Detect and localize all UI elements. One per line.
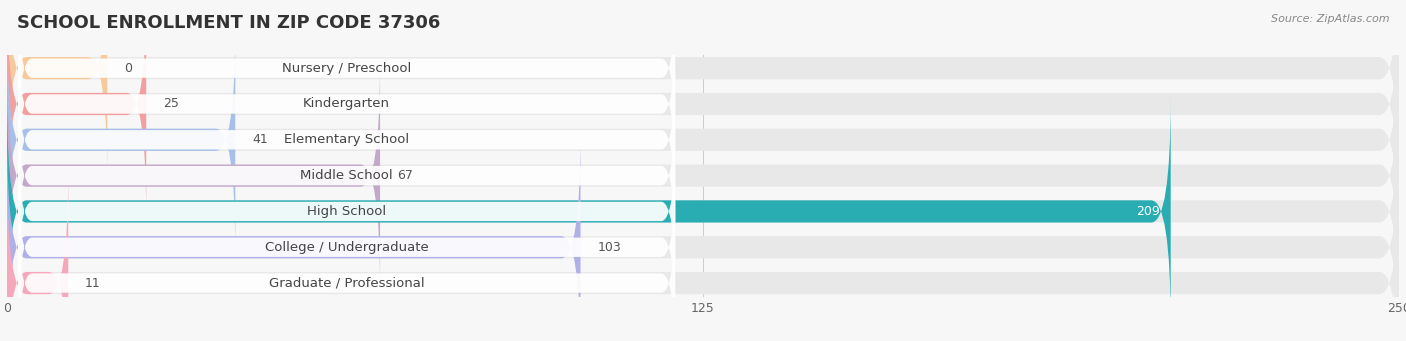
FancyBboxPatch shape xyxy=(7,0,1399,218)
FancyBboxPatch shape xyxy=(18,132,675,291)
Text: Nursery / Preschool: Nursery / Preschool xyxy=(283,62,412,75)
Text: 11: 11 xyxy=(84,277,101,290)
Text: High School: High School xyxy=(307,205,387,218)
FancyBboxPatch shape xyxy=(7,133,1399,341)
FancyBboxPatch shape xyxy=(7,61,1399,290)
Text: Source: ZipAtlas.com: Source: ZipAtlas.com xyxy=(1271,14,1389,24)
Text: 0: 0 xyxy=(124,62,132,75)
Text: SCHOOL ENROLLMENT IN ZIP CODE 37306: SCHOOL ENROLLMENT IN ZIP CODE 37306 xyxy=(17,14,440,32)
FancyBboxPatch shape xyxy=(7,169,69,341)
FancyBboxPatch shape xyxy=(7,0,1399,182)
Text: 67: 67 xyxy=(396,169,412,182)
FancyBboxPatch shape xyxy=(18,24,675,184)
FancyBboxPatch shape xyxy=(7,61,380,290)
Text: 209: 209 xyxy=(1136,205,1160,218)
FancyBboxPatch shape xyxy=(18,60,675,220)
Text: Kindergarten: Kindergarten xyxy=(304,98,389,110)
Text: 41: 41 xyxy=(252,133,267,146)
FancyBboxPatch shape xyxy=(7,133,581,341)
FancyBboxPatch shape xyxy=(18,0,675,148)
FancyBboxPatch shape xyxy=(7,97,1399,326)
FancyBboxPatch shape xyxy=(7,0,146,218)
Text: Graduate / Professional: Graduate / Professional xyxy=(269,277,425,290)
FancyBboxPatch shape xyxy=(7,169,1399,341)
Text: College / Undergraduate: College / Undergraduate xyxy=(264,241,429,254)
Text: Middle School: Middle School xyxy=(301,169,392,182)
FancyBboxPatch shape xyxy=(18,167,675,327)
Text: 103: 103 xyxy=(598,241,621,254)
Text: Elementary School: Elementary School xyxy=(284,133,409,146)
FancyBboxPatch shape xyxy=(7,97,1171,326)
Text: 25: 25 xyxy=(163,98,179,110)
FancyBboxPatch shape xyxy=(18,203,675,341)
FancyBboxPatch shape xyxy=(18,96,675,255)
FancyBboxPatch shape xyxy=(7,26,1399,254)
FancyBboxPatch shape xyxy=(7,0,107,182)
FancyBboxPatch shape xyxy=(7,26,235,254)
